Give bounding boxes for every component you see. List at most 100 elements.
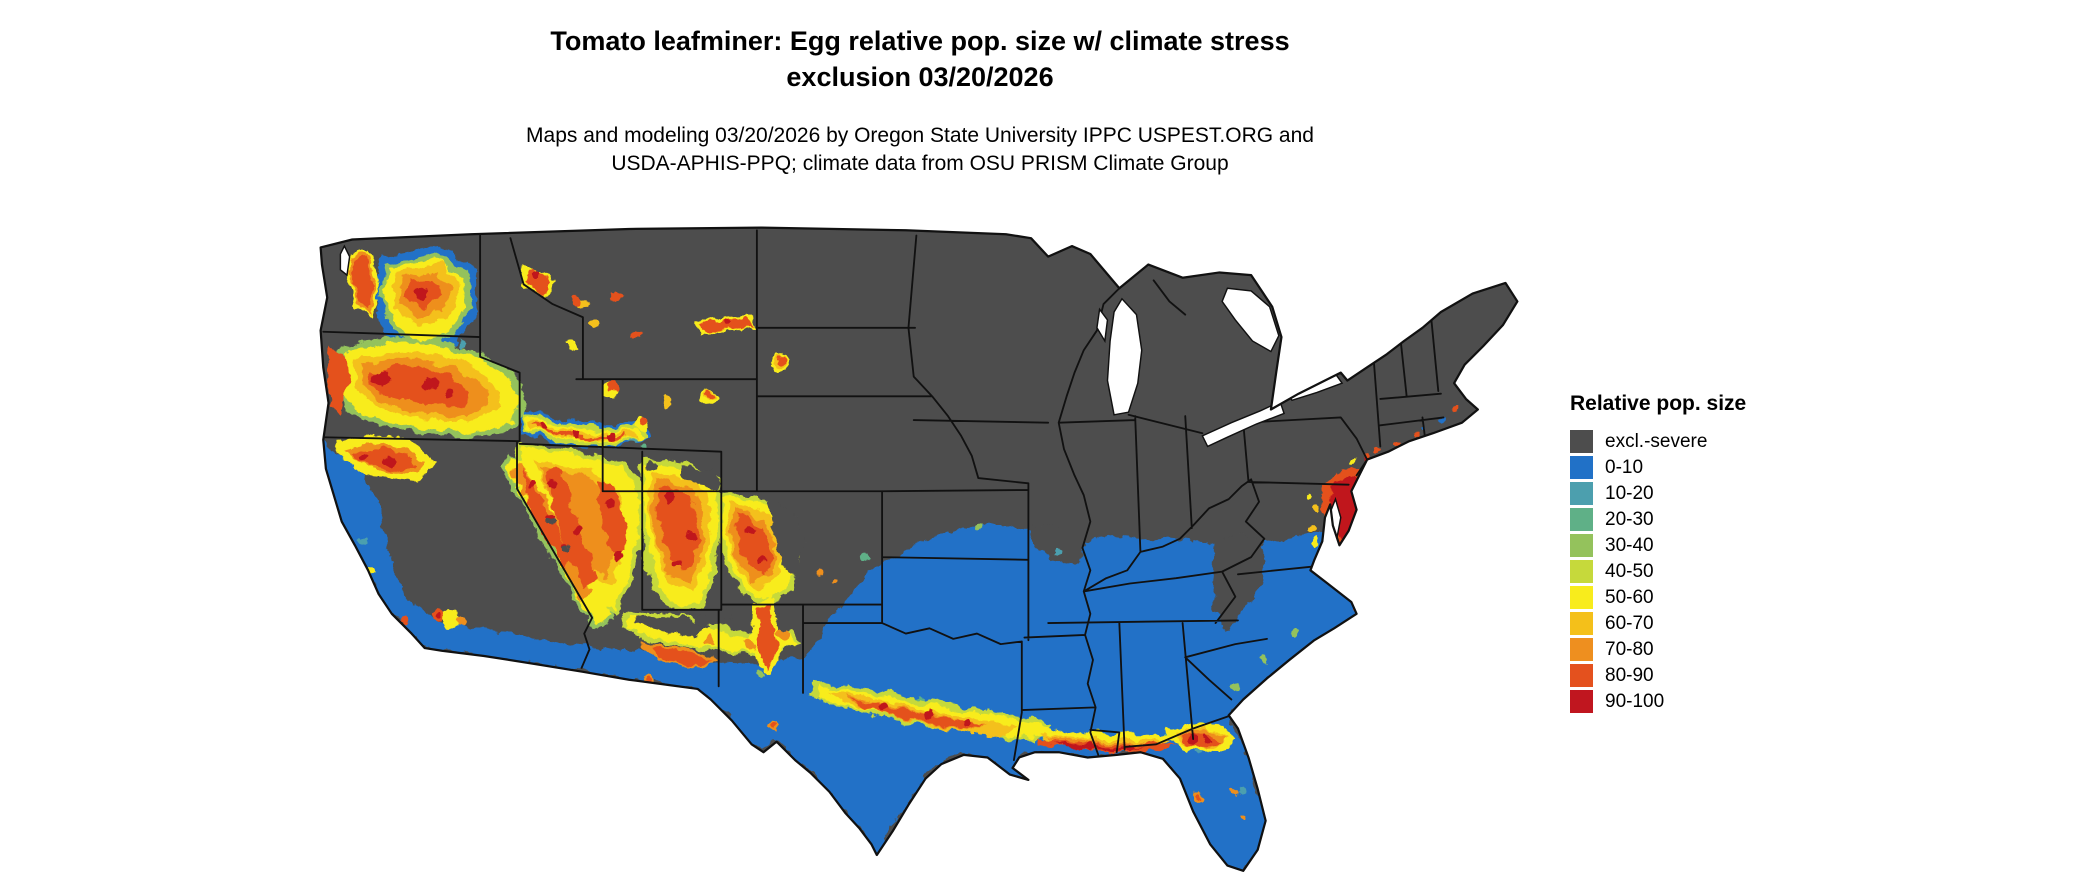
raster-speck xyxy=(770,722,778,730)
ozark-gray-dip xyxy=(1031,522,1086,567)
green-bay xyxy=(1096,307,1109,344)
legend-label: excl.-severe xyxy=(1605,430,1708,452)
map-subtitle-line1: Maps and modeling 03/20/2026 by Oregon S… xyxy=(526,124,1314,147)
uinta-gray xyxy=(681,464,719,489)
raster-speck xyxy=(776,629,788,641)
map-shape xyxy=(352,256,374,310)
raster-speck xyxy=(546,478,557,489)
map-shape xyxy=(349,446,416,472)
raster-speck xyxy=(1330,551,1338,558)
map-subtitle: Maps and modeling 03/20/2026 by Oregon S… xyxy=(0,122,1840,178)
map-shape xyxy=(532,424,628,440)
raster-speck xyxy=(1305,493,1313,500)
water-bodies xyxy=(339,244,1344,540)
lake-erie xyxy=(1201,400,1285,448)
raster-speck xyxy=(572,525,583,537)
raster-speck xyxy=(777,356,787,366)
legend-item: 70-80 xyxy=(1570,638,1746,661)
raster-speck xyxy=(1306,524,1315,533)
legend-swatch xyxy=(1570,586,1593,609)
map-shape xyxy=(369,364,470,407)
legend-item: 40-50 xyxy=(1570,560,1746,583)
legend-item: 60-70 xyxy=(1570,612,1746,635)
raster-speck xyxy=(534,271,542,279)
us-map-svg xyxy=(319,226,1519,879)
appalachian-gray-tongue xyxy=(1211,533,1267,631)
raster-speck xyxy=(974,524,983,533)
legend-item: 80-90 xyxy=(1570,664,1746,687)
legend-item: 30-40 xyxy=(1570,534,1746,557)
raster-speck xyxy=(830,578,836,584)
region-excluded-cores xyxy=(546,459,804,637)
state-boundaries xyxy=(320,229,1445,762)
legend-item: 0-10 xyxy=(1570,456,1746,479)
n-arizona-plateau-gray xyxy=(634,615,709,637)
map-legend: Relative pop. size excl.-severe 0-10 10-… xyxy=(1570,392,1746,716)
raster-speck xyxy=(663,397,674,409)
us-map xyxy=(311,225,1527,884)
raster-speck xyxy=(922,710,932,720)
raster-speck xyxy=(1195,791,1202,798)
raster-speck xyxy=(359,538,367,545)
raster-speck xyxy=(1311,538,1318,545)
map-shape xyxy=(651,645,713,667)
legend-label: 0-10 xyxy=(1605,456,1644,478)
raster-speck xyxy=(373,369,390,386)
legend-swatch xyxy=(1570,456,1593,479)
raster-speck xyxy=(745,638,756,650)
legend-label: 60-70 xyxy=(1605,612,1654,634)
raster-speck xyxy=(424,377,438,392)
raster-speck xyxy=(1232,685,1239,693)
raster-speck xyxy=(607,381,619,393)
raster-speck xyxy=(358,453,367,461)
raster-speck xyxy=(1261,656,1268,664)
raster-speck xyxy=(685,531,695,541)
map-shape xyxy=(546,467,598,587)
legend-swatch xyxy=(1570,664,1593,687)
raster-speck xyxy=(561,543,570,552)
raster-speck xyxy=(527,479,536,488)
legend-label: 50-60 xyxy=(1605,586,1654,608)
raster-speck xyxy=(817,571,823,577)
blue-south-region xyxy=(321,441,1361,871)
legend-item: 50-60 xyxy=(1570,586,1746,609)
raster-speck xyxy=(401,616,409,625)
map-clipped-layers xyxy=(320,227,1518,879)
raster-speck xyxy=(590,318,602,330)
raster-speck xyxy=(1454,406,1460,413)
raster-speck xyxy=(664,491,676,502)
legend-swatch xyxy=(1570,482,1593,505)
raster-speck xyxy=(632,331,641,340)
raster-speck xyxy=(1411,430,1418,436)
raster-speck xyxy=(877,701,887,711)
raster-speck xyxy=(744,524,754,535)
raster-speck xyxy=(571,296,582,307)
legend-label: 80-90 xyxy=(1605,664,1654,686)
map-shape xyxy=(756,604,778,670)
raster-speck xyxy=(441,608,461,627)
gulf-coast-core xyxy=(1050,741,1142,751)
map-subtitle-line2: USDA-APHIS-PPQ; climate data from OSU PR… xyxy=(611,151,1229,175)
raster-speck xyxy=(1334,579,1343,588)
legend-label: 40-50 xyxy=(1605,560,1654,582)
raster-speck xyxy=(1195,748,1202,756)
raster-speck xyxy=(1232,788,1239,796)
raster-speck xyxy=(756,669,765,678)
raster-speck xyxy=(546,517,554,526)
legend-swatch xyxy=(1570,638,1593,661)
raster-speck xyxy=(1203,734,1210,741)
raster-speck xyxy=(539,422,548,431)
raster-speck xyxy=(1222,874,1227,879)
raster-speck xyxy=(605,497,616,509)
map-title-line2: exclusion 03/20/2026 xyxy=(786,61,1054,92)
legend-swatch xyxy=(1570,612,1593,635)
raster-speck xyxy=(1238,785,1246,793)
puget-sound xyxy=(339,244,351,277)
raster-speck xyxy=(1372,446,1378,452)
legend-item: 10-20 xyxy=(1570,482,1746,505)
raster-speck xyxy=(615,551,625,561)
raster-speck xyxy=(862,553,871,562)
raster-speck xyxy=(1320,561,1329,569)
raster-speck xyxy=(1313,505,1321,514)
raster-speck xyxy=(962,719,971,728)
